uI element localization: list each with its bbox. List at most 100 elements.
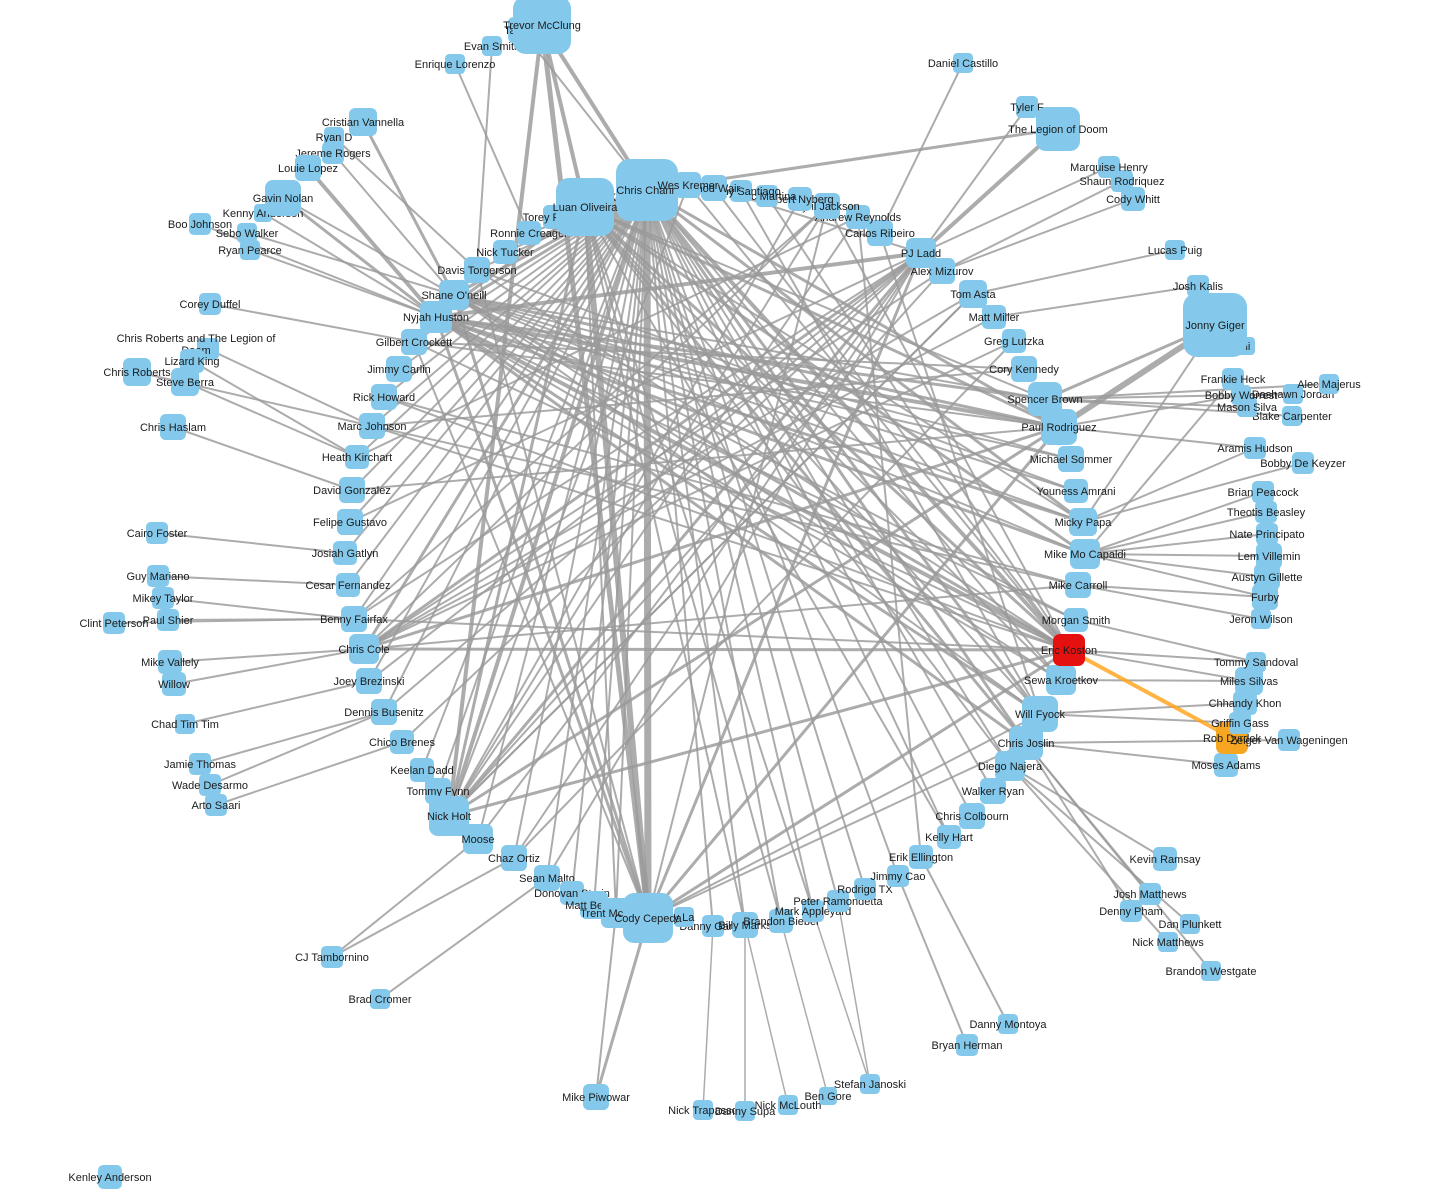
graph-node[interactable]: Alec Majerus	[1297, 374, 1361, 394]
node-box[interactable]	[906, 238, 936, 268]
graph-node[interactable]: Nate Principato	[1229, 523, 1305, 545]
graph-node[interactable]: Chris Roberts	[103, 358, 171, 386]
graph-node[interactable]: Josiah Gatlyn	[312, 541, 379, 565]
node-box[interactable]	[371, 384, 397, 410]
graph-node[interactable]: Corey Duffel	[180, 293, 241, 315]
node-box[interactable]	[1201, 961, 1221, 981]
node-box[interactable]	[756, 185, 778, 207]
node-box[interactable]	[445, 54, 465, 74]
node-box[interactable]	[322, 142, 344, 164]
node-box[interactable]	[337, 509, 363, 535]
graph-node[interactable]: Nick McLouth	[755, 1095, 822, 1115]
node-box[interactable]	[1011, 356, 1037, 382]
node-box[interactable]	[1058, 446, 1084, 472]
node-box[interactable]	[160, 414, 186, 440]
graph-node[interactable]: Will Fyock	[1015, 696, 1066, 732]
node-box[interactable]	[1065, 572, 1091, 598]
node-box[interactable]	[1256, 523, 1278, 545]
graph-node[interactable]: Mikey Taylor	[133, 587, 194, 609]
node-box[interactable]	[103, 612, 125, 634]
graph-node[interactable]: Walker Ryan	[962, 778, 1025, 804]
node-box[interactable]	[819, 1087, 837, 1105]
node-box[interactable]	[1282, 406, 1302, 426]
node-box[interactable]	[937, 825, 961, 849]
node-box[interactable]	[1252, 584, 1278, 610]
node-box[interactable]	[1292, 452, 1314, 474]
node-box[interactable]	[674, 907, 694, 927]
node-box[interactable]	[1252, 481, 1274, 503]
graph-node[interactable]: Joey Brezinski	[334, 668, 405, 694]
graph-node[interactable]: Billy Marks	[718, 912, 772, 938]
node-box[interactable]	[482, 36, 502, 56]
node-box[interactable]	[1183, 293, 1247, 357]
node-box[interactable]	[189, 213, 211, 235]
node-box[interactable]	[1278, 729, 1300, 751]
node-box[interactable]	[788, 187, 812, 211]
node-box[interactable]	[493, 240, 517, 264]
node-box[interactable]	[802, 900, 824, 922]
node-box[interactable]	[953, 53, 973, 73]
node-box[interactable]	[295, 155, 321, 181]
node-box[interactable]	[265, 180, 301, 216]
node-box[interactable]	[189, 753, 211, 775]
node-box[interactable]	[1121, 187, 1145, 211]
graph-node[interactable]: Luan Oliveira	[553, 178, 619, 236]
node-box[interactable]	[998, 1014, 1018, 1034]
node-box[interactable]	[701, 175, 727, 201]
graph-node[interactable]: Bryan Herman	[932, 1034, 1003, 1056]
node-box[interactable]	[702, 915, 724, 937]
graph-node[interactable]: Danny Montoya	[969, 1014, 1047, 1034]
node-box[interactable]	[1070, 539, 1100, 569]
node-box[interactable]	[1046, 665, 1076, 695]
node-box[interactable]	[1098, 156, 1120, 178]
graph-node[interactable]: Chris Chann	[616, 159, 678, 221]
graph-node[interactable]: Danny Supa	[715, 1101, 776, 1121]
node-box[interactable]	[860, 1074, 880, 1094]
node-box[interactable]	[769, 909, 793, 933]
graph-node[interactable]: Chad Tim Tim	[151, 714, 219, 734]
node-box[interactable]	[463, 824, 493, 854]
node-box[interactable]	[390, 730, 414, 754]
graph-node[interactable]: Boo Johnson	[168, 213, 232, 235]
node-box[interactable]	[982, 305, 1006, 329]
node-box[interactable]	[1283, 384, 1303, 404]
graph-node[interactable]: Nick Trapasso	[668, 1100, 738, 1120]
node-box[interactable]	[359, 413, 385, 439]
node-box[interactable]	[152, 587, 174, 609]
graph-node[interactable]: Jonny Giger	[1183, 293, 1247, 357]
graph-node[interactable]: y La	[674, 907, 696, 927]
graph-node[interactable]: Theotis Beasley	[1227, 501, 1306, 523]
graph-node[interactable]: Blake Carpenter	[1252, 406, 1332, 426]
node-box[interactable]	[205, 794, 227, 816]
graph-node[interactable]: Guy Mariano	[127, 565, 190, 587]
node-box[interactable]	[1009, 726, 1043, 760]
node-box[interactable]	[1016, 96, 1038, 118]
node-box[interactable]	[583, 1084, 609, 1110]
node-box[interactable]	[1180, 914, 1200, 934]
node-box[interactable]	[556, 178, 614, 236]
node-box[interactable]	[158, 650, 182, 674]
graph-node[interactable]: Michael Sommer	[1030, 446, 1113, 472]
node-box[interactable]	[778, 1095, 798, 1115]
graph-node[interactable]: Kenley Anderson	[68, 1165, 152, 1189]
node-box[interactable]	[929, 258, 955, 284]
node-box[interactable]	[1319, 374, 1339, 394]
graph-node[interactable]: Mike Piwowar	[562, 1084, 630, 1110]
node-box[interactable]	[1255, 501, 1277, 523]
graph-node[interactable]: Cory Kennedy	[989, 356, 1059, 382]
node-box[interactable]	[867, 220, 893, 246]
node-box[interactable]	[732, 912, 758, 938]
node-box[interactable]	[1214, 753, 1238, 777]
graph-node[interactable]: PJ Ladd	[901, 238, 941, 268]
graph-node[interactable]: Stefan Janoski	[834, 1074, 906, 1094]
graph-node[interactable]: Frankie Heck	[1201, 368, 1266, 390]
graph-node[interactable]: Enrique Lorenzo	[415, 54, 496, 74]
node-box[interactable]	[1222, 368, 1244, 390]
node-box[interactable]	[146, 522, 168, 544]
graph-node[interactable]: Dennis Busenitz	[344, 699, 424, 725]
node-box[interactable]	[420, 301, 452, 333]
node-box[interactable]	[693, 1100, 713, 1120]
graph-node[interactable]: Wade Desarmo	[172, 774, 248, 796]
graph-node[interactable]: Marc Johnson	[337, 413, 407, 439]
graph-node[interactable]: Kevin Ramsay	[1130, 847, 1201, 871]
